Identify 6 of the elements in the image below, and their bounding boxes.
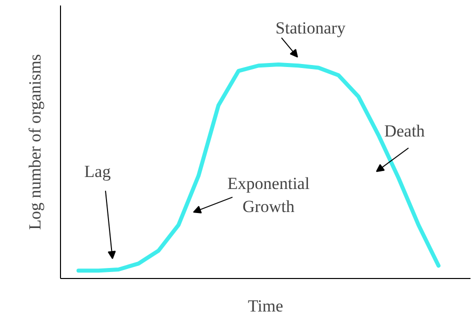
annotation: Lag <box>84 162 112 182</box>
text: Stationary <box>276 18 346 38</box>
x-axis-title: Time <box>248 296 284 316</box>
y-axis-title: Log number of organisms <box>26 54 44 230</box>
annotation: Death <box>384 121 426 140</box>
annotation: Exponential Growth <box>227 174 310 216</box>
